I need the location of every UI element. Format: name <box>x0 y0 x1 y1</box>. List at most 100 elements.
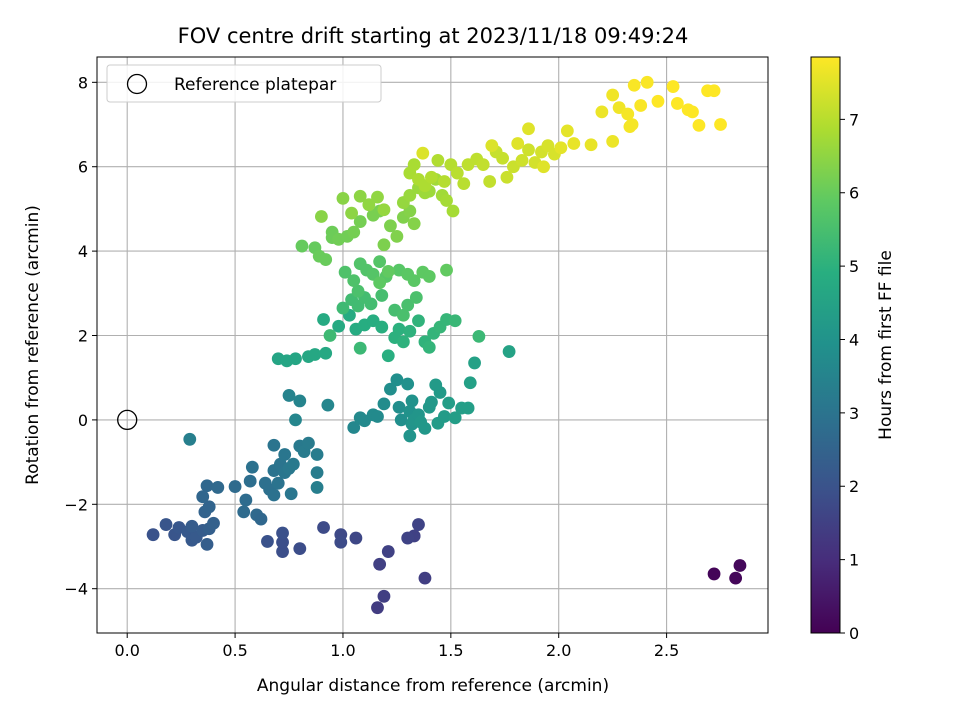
scatter-point <box>407 274 421 288</box>
scatter-point <box>293 542 307 556</box>
colorbar: 0 1 2 3 4 5 6 7 Hours from first FF file <box>810 56 896 643</box>
scatter-point <box>606 88 620 102</box>
scatter-point <box>461 401 475 415</box>
scatter-point <box>409 291 423 304</box>
scatter-point <box>407 158 421 172</box>
scatter-point <box>349 531 363 545</box>
scatter-point <box>502 345 516 358</box>
scatter-point <box>276 545 289 558</box>
scatter-point <box>319 346 333 360</box>
scatter-point <box>522 143 535 157</box>
scatter-point <box>159 518 173 531</box>
scatter-point <box>634 99 648 112</box>
scatter-point <box>418 571 432 585</box>
scatter-point <box>377 203 391 217</box>
scatter-point <box>554 141 568 155</box>
scatter-point <box>373 276 387 290</box>
scatter-point <box>584 138 598 152</box>
scatter-point <box>347 421 361 434</box>
scatter-point <box>202 500 216 514</box>
scatter-point <box>375 289 389 302</box>
scatter-point <box>336 301 350 315</box>
scatter-point <box>237 505 251 519</box>
scatter-point <box>381 264 395 278</box>
scatter-point <box>560 124 574 138</box>
scatter-point <box>440 263 453 277</box>
colorbar-tick-label: 7 <box>849 110 859 129</box>
scatter-point <box>381 349 395 363</box>
reference-platepar-marker <box>117 409 138 431</box>
scatter-point <box>371 190 384 204</box>
scatter-point <box>353 341 367 355</box>
y-axis-label: Rotation from reference (arcmin) <box>23 205 43 485</box>
scatter-point <box>651 94 665 108</box>
scatter-point <box>353 215 367 228</box>
scatter-point <box>537 160 551 174</box>
scatter-point <box>289 413 302 427</box>
y-tick-label: −4 <box>64 580 88 599</box>
scatter-point <box>448 314 462 328</box>
scatter-point <box>515 153 529 167</box>
scatter-point <box>450 166 464 180</box>
scatter-point <box>314 210 328 223</box>
chart-title: FOV centre drift starting at 2023/11/18 … <box>178 24 689 48</box>
scatter-point <box>286 457 300 471</box>
scatter-point <box>351 284 365 298</box>
scatter-point <box>483 175 497 188</box>
scatter-point <box>412 518 425 531</box>
scatter-point <box>401 298 415 312</box>
scatter-point <box>377 589 391 603</box>
scatter-point <box>425 395 438 409</box>
scatter-points <box>117 75 747 615</box>
scatter-point <box>729 571 743 585</box>
scatter-point <box>334 535 348 549</box>
colorbar-label: Hours from first FF file <box>876 250 896 440</box>
scatter-point <box>401 531 415 545</box>
scatter-point <box>267 438 281 452</box>
scatter-point <box>211 481 225 494</box>
scatter-point <box>440 194 453 207</box>
scatter-point <box>323 329 337 342</box>
scatter-point <box>254 512 268 526</box>
scatter-point <box>416 146 430 160</box>
scatter-point <box>375 320 389 334</box>
colorbar-tick-label: 0 <box>849 624 859 643</box>
scatter-point <box>403 189 417 202</box>
scatter-point <box>401 377 415 391</box>
colorbar-tick-label: 6 <box>849 184 859 203</box>
scatter-point <box>185 519 199 533</box>
scatter-point <box>332 319 346 333</box>
scatter-point <box>310 466 324 480</box>
scatter-point <box>384 219 397 233</box>
scatter-point <box>396 335 410 349</box>
scatter-point <box>606 134 620 148</box>
scatter-point <box>670 97 684 110</box>
colorbar-tick-label: 2 <box>849 477 859 496</box>
scatter-point <box>714 118 727 131</box>
colorbar-ticks: 0 1 2 3 4 5 6 7 <box>840 110 859 643</box>
scatter-point <box>485 139 499 153</box>
scatter-point <box>310 448 324 461</box>
plot-grid <box>97 57 768 633</box>
scatter-point <box>228 480 242 493</box>
scatter-point <box>437 175 451 188</box>
scatter-point <box>146 528 160 542</box>
scatter-point <box>407 217 421 231</box>
scatter-point <box>472 329 486 343</box>
scatter-point <box>390 373 404 387</box>
scatter-point <box>271 476 285 490</box>
scatter-point <box>353 189 367 203</box>
x-tick-label: 2.0 <box>546 641 571 660</box>
y-tick-label: −2 <box>64 495 88 514</box>
scatter-point <box>308 348 322 361</box>
scatter-point <box>200 537 214 551</box>
scatter-point <box>412 314 425 328</box>
x-tick-label: 1.0 <box>330 641 355 660</box>
scatter-point <box>207 516 220 530</box>
legend: Reference platepar <box>106 64 382 103</box>
plot-area-frame <box>96 56 769 634</box>
scatter-point <box>422 340 436 354</box>
scatter-point <box>200 479 214 493</box>
scatter-point <box>377 397 391 411</box>
